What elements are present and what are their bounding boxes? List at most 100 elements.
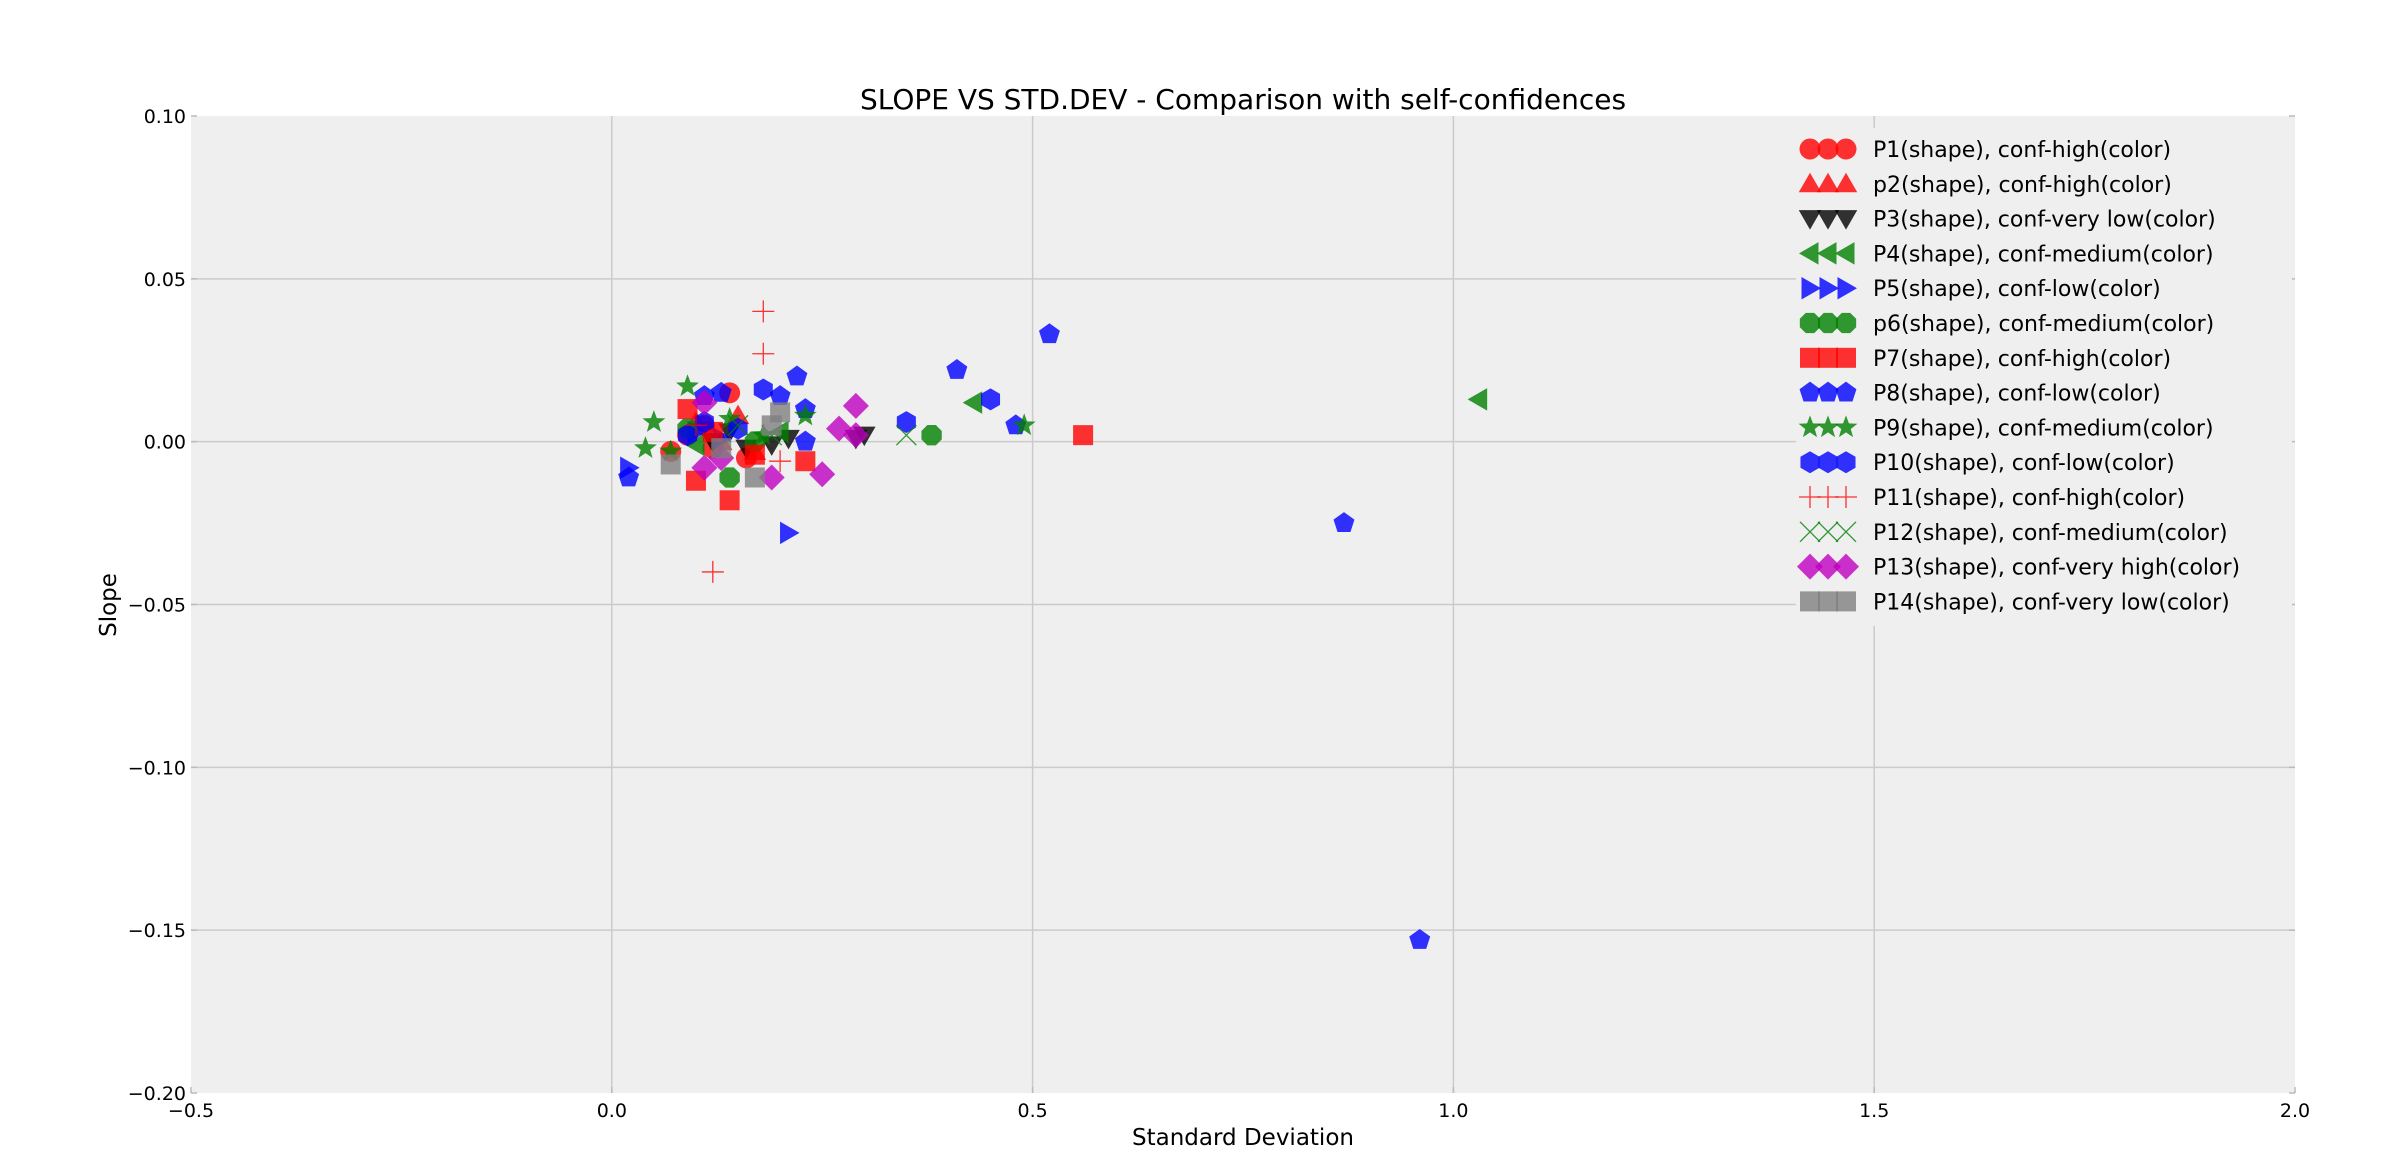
legend-label: P3(shape), conf-very low(color) [1873, 208, 2216, 233]
y-tick-label: −0.10 [128, 757, 186, 779]
x-tick-label: 1.0 [1438, 1100, 1468, 1122]
data-point [634, 436, 657, 458]
data-point [691, 454, 718, 481]
data-point [1467, 388, 1488, 411]
data-point [1038, 323, 1060, 344]
legend-marker [1817, 312, 1839, 334]
legend-label: P8(shape), conf-low(color) [1873, 382, 2161, 407]
data-point [752, 300, 775, 323]
data-point [786, 365, 808, 386]
data-point [691, 389, 718, 416]
legend-marker [1817, 138, 1839, 160]
legend-marker [1835, 312, 1857, 334]
legend-marker [1835, 242, 1855, 265]
legend-entry: P8(shape), conf-low(color) [1799, 381, 2161, 407]
legend-marker [1816, 415, 1840, 438]
legend-entry: P5(shape), conf-low(color) [1801, 276, 2161, 302]
data-point [728, 417, 748, 440]
legend-marker [1799, 312, 1821, 334]
legend-marker [1833, 553, 1859, 580]
data-point [710, 381, 732, 402]
data-point [809, 461, 836, 488]
legend-marker [1837, 276, 1857, 300]
legend: P1(shape), conf-high(color) p2(shape), co… [1796, 128, 2292, 626]
legend-entry: p6(shape), conf-medium(color) [1799, 312, 2214, 337]
legend-marker [1800, 347, 1820, 368]
y-tick-label: −0.05 [128, 595, 186, 617]
data-point [1333, 512, 1355, 532]
data-point [618, 466, 640, 487]
legend-entry: p2(shape), conf-high(color) [1798, 172, 2172, 198]
data-point [659, 439, 683, 462]
data-point [769, 385, 791, 405]
series-10 [678, 378, 1001, 447]
legend-marker [1801, 276, 1821, 300]
legend-marker [1834, 172, 1858, 193]
x-tick-label: 1.5 [1859, 1100, 1889, 1122]
legend-marker [1818, 347, 1838, 368]
legend-label: p2(shape), conf-high(color) [1873, 173, 2172, 198]
data-point [1409, 928, 1431, 949]
data-point [921, 424, 942, 446]
legend-label: P1(shape), conf-high(color) [1873, 138, 2171, 163]
data-point [711, 438, 732, 459]
data-point [752, 342, 775, 365]
legend-marker [1798, 210, 1822, 230]
y-tick-label: 0.00 [144, 432, 186, 454]
x-tick-label: −0.5 [168, 1100, 214, 1122]
data-point [842, 392, 869, 419]
series-13 [691, 389, 869, 491]
data-point [676, 374, 699, 397]
data-point [842, 422, 869, 449]
legend-marker [1797, 553, 1823, 580]
data-point [795, 451, 816, 472]
series-8 [618, 323, 1431, 949]
data-point [793, 403, 817, 426]
legend-marker [1817, 381, 1839, 402]
data-point [946, 359, 968, 379]
legend-entry: P4(shape), conf-medium(color) [1799, 242, 2214, 267]
legend-entry: P10(shape), conf-low(color) [1800, 451, 2175, 476]
legend-marker [1816, 172, 1840, 193]
legend-entry: P1(shape), conf-high(color) [1799, 138, 2171, 163]
x-tick-label: 0.5 [1017, 1100, 1047, 1122]
legend-entry: P13(shape), conf-very high(color) [1797, 553, 2240, 581]
data-point [678, 424, 698, 447]
data-point [1012, 413, 1036, 436]
legend-marker [1799, 381, 1821, 402]
x-tick-label: 0.0 [597, 1100, 627, 1122]
data-point [761, 415, 782, 436]
legend-marker [1836, 347, 1856, 368]
legend-marker [1798, 415, 1822, 438]
legend-marker [1819, 276, 1839, 300]
legend-entry: P3(shape), conf-very low(color) [1798, 208, 2216, 233]
y-tick-label: 0.05 [144, 269, 186, 291]
data-point [719, 490, 740, 511]
y-axis-label: Slope [96, 573, 122, 637]
legend-marker [1818, 591, 1838, 612]
legend-label: P13(shape), conf-very high(color) [1873, 556, 2240, 581]
legend-entry: P14(shape), conf-very low(color) [1800, 590, 2230, 615]
legend-marker [1799, 138, 1821, 160]
data-point [744, 444, 765, 465]
legend-marker [1817, 521, 1839, 543]
legend-label: P5(shape), conf-low(color) [1873, 277, 2161, 302]
data-point [753, 378, 773, 401]
data-point [769, 450, 792, 473]
axis-ticks: −0.5 0.0 0.5 1.0 1.5 2.0 0.10 0.05 0.00 −0.05 −0.1… [128, 106, 2310, 1122]
y-tick-label: −0.15 [128, 920, 186, 942]
series-14 [660, 402, 791, 488]
legend-marker [1816, 210, 1840, 230]
legend-label: p6(shape), conf-medium(color) [1873, 312, 2214, 337]
legend-marker [1818, 451, 1838, 474]
data-point [962, 391, 983, 414]
legend-marker [1799, 242, 1819, 265]
legend-marker [1834, 210, 1858, 230]
legend-marker [1817, 242, 1837, 265]
legend-label: P9(shape), conf-medium(color) [1873, 416, 2214, 441]
legend-label: P14(shape), conf-very low(color) [1873, 590, 2230, 615]
series-11 [684, 300, 792, 583]
legend-entry: P12(shape), conf-medium(color) [1799, 521, 2228, 546]
data-points [618, 300, 1488, 949]
